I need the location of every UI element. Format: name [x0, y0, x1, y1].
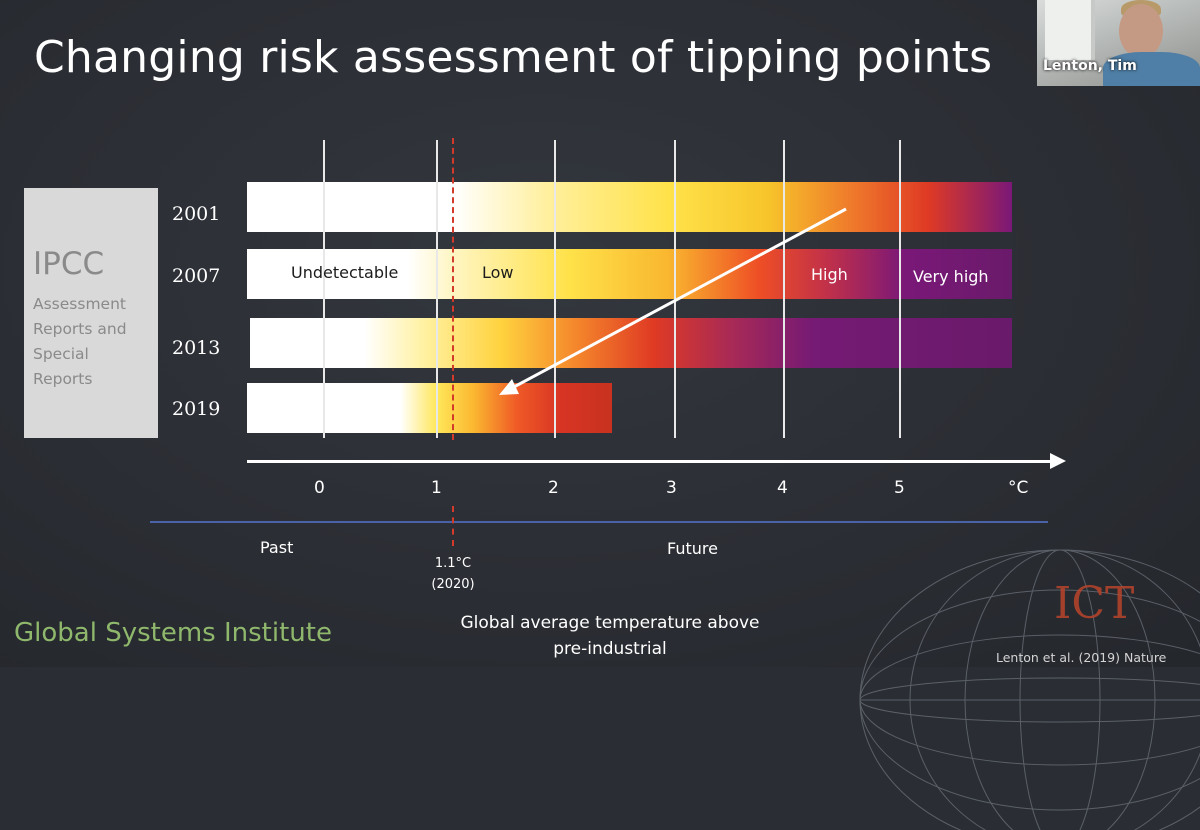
axis-tick-4: 4 [777, 478, 788, 498]
globe-graphic [859, 549, 1200, 830]
risk-bar-2019 [247, 383, 612, 433]
risk-bar-2007 [247, 249, 1012, 299]
gridline-3 [674, 140, 676, 438]
citation: Lenton et al. (2019) Nature [996, 650, 1167, 665]
ipcc-subtitle-line: Special [33, 345, 89, 363]
year-label-2013: 2013 [172, 337, 221, 359]
ipcc-subtitle-line: Reports [33, 370, 93, 388]
current-temperature-marker [452, 138, 454, 440]
axis-tick-2: 2 [548, 478, 559, 498]
webcam-person-face [1119, 4, 1163, 58]
gridline-1 [436, 140, 438, 438]
webcam-person-shirt [1103, 52, 1200, 86]
gridline-2 [554, 140, 556, 438]
temperature-axis-arrowhead [1050, 453, 1066, 469]
gridline-0 [323, 140, 325, 438]
timeline-separator [150, 521, 1048, 523]
axis-tick-5: 5 [894, 478, 905, 498]
current-temperature-value: 1.1°C [434, 556, 472, 571]
current-temperature-marker-lower [452, 506, 454, 546]
risk-label-low: Low [482, 263, 514, 282]
ipcc-subtitle: Assessment Reports and Special Reports [33, 292, 127, 392]
axis-tick-3: 3 [666, 478, 677, 498]
ict-logo: ICT [1054, 578, 1135, 629]
axis-title: Global average temperature above pre-ind… [440, 610, 780, 662]
gridline-5 [899, 140, 901, 438]
gridline-4 [783, 140, 785, 438]
year-label-2019: 2019 [172, 398, 221, 420]
slide-title: Changing risk assessment of tipping poin… [34, 32, 993, 83]
ipcc-subtitle-line: Reports and [33, 320, 127, 338]
risk-shift-arrow [499, 207, 847, 395]
current-temperature-note: 1.1°C (2020) [420, 553, 486, 595]
year-label-2007: 2007 [172, 265, 221, 287]
axis-title-line: pre-industrial [553, 639, 667, 659]
risk-label-high: High [811, 265, 848, 284]
risk-bar-2013 [250, 318, 1012, 368]
temperature-axis-line [247, 460, 1055, 463]
axis-title-line: Global average temperature above [460, 613, 760, 633]
axis-unit-label: °C [1008, 478, 1029, 498]
webcam-window-background [1045, 0, 1095, 60]
risk-bar-2001 [247, 182, 1012, 232]
timeline-future-label: Future [667, 539, 718, 558]
ipcc-heading: IPCC [33, 246, 105, 282]
axis-tick-1: 1 [431, 478, 442, 498]
current-temperature-year: (2020) [431, 577, 475, 592]
timeline-past-label: Past [260, 538, 294, 557]
ipcc-subtitle-line: Assessment [33, 295, 126, 313]
participant-name-label: Lenton, Tim [1043, 58, 1137, 74]
year-label-2001: 2001 [172, 203, 221, 225]
axis-tick-0: 0 [314, 478, 325, 498]
risk-label-undetectable: Undetectable [291, 263, 399, 282]
webcam-thumbnail[interactable]: Lenton, Tim [1037, 0, 1200, 86]
risk-label-very-high: Very high [913, 267, 989, 286]
ipcc-label-box: IPCC Assessment Reports and Special Repo… [24, 188, 158, 438]
institute-name: Global Systems Institute [14, 618, 332, 648]
